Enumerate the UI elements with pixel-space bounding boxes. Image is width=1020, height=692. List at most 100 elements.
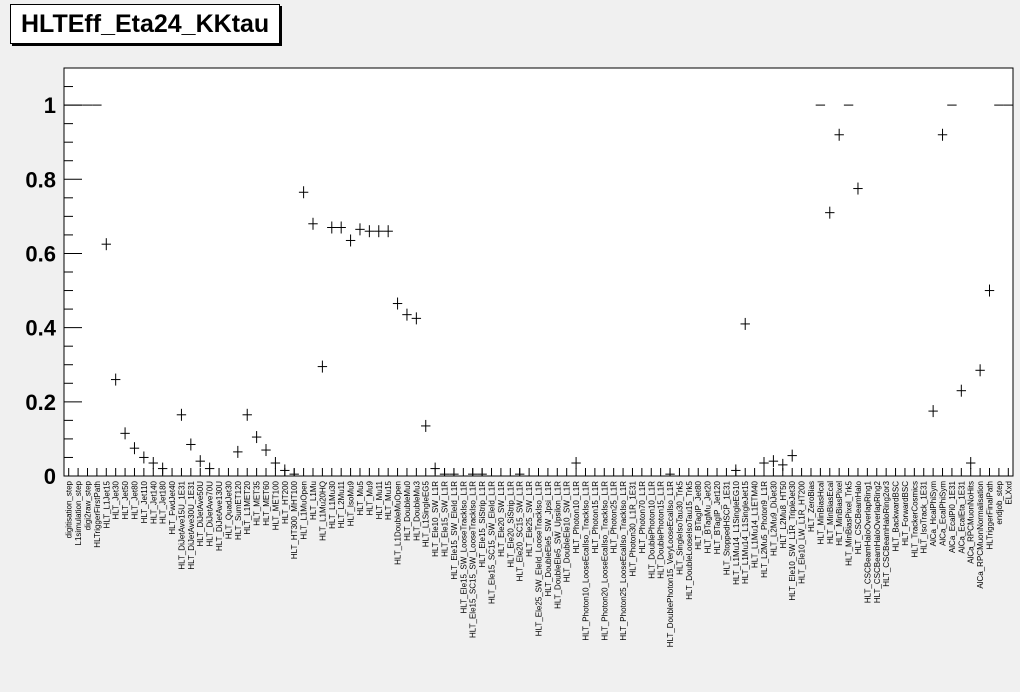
- x-tick-label: HLT_L1DoubleMuOpen: [394, 481, 403, 565]
- x-tick-label: AlCa_EcalPhiSym: [939, 481, 948, 546]
- data-point: [937, 128, 948, 141]
- data-point: [402, 308, 412, 321]
- x-tick-label: HLT_Ele20_SiStrip_L1R: [506, 481, 515, 568]
- x-axis: digitisation_step L1simulation_step digi2r…: [65, 468, 1013, 647]
- data-point: [110, 373, 121, 386]
- x-tick-label: HLT_IsoMu9: [347, 480, 356, 526]
- x-tick-label: HLT_ForwardBSC: [901, 481, 910, 546]
- data-point: [139, 451, 149, 464]
- y-tick-label: 1: [44, 93, 56, 118]
- data-point: [383, 225, 393, 238]
- x-tick-label: digitisation_step: [65, 480, 74, 538]
- y-tick-label: 0.6: [25, 241, 56, 266]
- x-tick-label: HLT_BackwardBSC: [892, 481, 901, 552]
- x-tick-label: HLT_Photon25_LooseEcalIso_TrackIso_L1R: [619, 481, 628, 641]
- x-tick-label: HLT_Mu9: [365, 480, 374, 515]
- x-tick-label: HLT_L2Mu9_DiJet30: [769, 480, 778, 556]
- x-tick-label: HLT_L1Mu: [309, 481, 318, 520]
- x-tick-label: HLT_SumET120: [234, 480, 243, 540]
- x-tick-label: HLT_Photon10_LooseEcalIso_TrackIso_L1R: [581, 481, 590, 641]
- x-tick-label: HLT_BTagIP_Jet80: [694, 480, 703, 549]
- x-tick-label: HLT_StoppedHSCP_1E31: [722, 480, 731, 575]
- x-tick-label: AlCa_EcalEta_1E31: [957, 480, 966, 553]
- x-tick-label: HLT_Ele20_SW_L1R: [497, 481, 506, 557]
- x-tick-label: HLT_Ele15_SW_LooseTrackIso_L1R: [459, 481, 468, 614]
- x-tick-label: HLT_SingleIsoTau30_Trk5: [675, 480, 684, 574]
- x-tick-label: HLT_CSCBeamHaloOverlapRing2: [873, 480, 882, 603]
- data-point: [345, 234, 356, 247]
- x-tick-label: AlCa_EcalPi0_1E31: [948, 480, 957, 553]
- data-point: [468, 468, 478, 476]
- x-tick-label: HLT_ZeroBias: [807, 481, 816, 532]
- x-tick-label: HLT_Ele10_SW_L1R_TripleJet30: [788, 480, 797, 600]
- x-tick-label: HLT_DoubleLooseIsoTau15_Trk5: [685, 480, 694, 599]
- x-tick-label: HLT_L2Mu5_Photon9_L1R: [760, 481, 769, 578]
- x-tick-label: HLT_DoubleMu0: [403, 480, 412, 540]
- x-tick-label: HLT_L1MuOpen: [300, 481, 309, 540]
- x-tick-label: HLT_Jet30: [112, 480, 121, 519]
- data-point: [355, 223, 365, 236]
- x-tick-label: HLT_Mu15: [384, 480, 393, 520]
- x-tick-label: HLT_MET100: [271, 480, 280, 530]
- x-tick-label: HLT_Ele15_SiStrip_L1R: [478, 481, 487, 568]
- data-point: [148, 457, 158, 470]
- data-point: [665, 468, 675, 476]
- data-point: [778, 458, 788, 471]
- x-tick-label: HLT_L1Mu30: [328, 480, 337, 528]
- data-point: [280, 464, 290, 476]
- x-tick-label: HLT_DoubleEle10_SW_L1R: [563, 481, 572, 582]
- x-tick-label: HLT_Ele15_SW_EleId_L1R: [450, 481, 459, 580]
- x-tick-label: HLT_Ele15_SC15_SW_LooseTrackIso_L1R: [469, 481, 478, 638]
- x-tick-label: L1simulation_step: [74, 480, 83, 545]
- data-point: [439, 468, 450, 476]
- data-point: [853, 182, 863, 195]
- x-tick-label: HLT_Ele15_SC15_SW_EleId_L1R: [488, 481, 497, 604]
- data-point: [129, 442, 140, 455]
- x-tick-label: HLT_MET60: [262, 480, 271, 525]
- data-point: [298, 186, 309, 199]
- data-point: [740, 317, 750, 330]
- data-point: [759, 457, 769, 470]
- x-tick-label: HLT_MinBiasEcal: [826, 481, 835, 544]
- x-tick-label: HLT_L1Mu14_L1ETM40: [751, 480, 760, 568]
- data-point: [186, 438, 196, 451]
- data-point: [101, 238, 111, 251]
- data-point: [374, 225, 384, 238]
- x-tick-label: HLT_MinBiasPixel_Trk5: [845, 480, 854, 565]
- x-tick-label: HLT_HT300_MHT100: [290, 480, 299, 559]
- data-point: [449, 468, 459, 476]
- x-tick-label: HLT_DiJetAve15U_1E31: [177, 480, 186, 569]
- chart-title: HLTEff_Eta24_KKtau: [10, 4, 281, 44]
- y-tick-label: 0.4: [25, 316, 56, 341]
- y-tick-label: 0.8: [25, 167, 56, 192]
- x-tick-label: HLT_Mu11: [375, 480, 384, 519]
- x-tick-label: HLT_Jet180: [159, 480, 168, 524]
- x-tick-label: HLT_BTagIP_Jet120: [713, 480, 722, 554]
- x-tick-label: HLT_DiJetAve30U_1E31: [187, 480, 196, 569]
- y-tick-label: 0: [44, 464, 56, 489]
- x-tick-label: HLT_CSCBeamHaloOverlapRing1: [863, 480, 872, 603]
- x-tick-label: endjob_step: [995, 480, 1004, 524]
- data-point: [327, 221, 337, 234]
- x-tick-label: HLT_L1SingleEG5: [422, 480, 431, 547]
- data-point: [308, 217, 318, 230]
- y-tick-label: 0.2: [25, 390, 56, 415]
- x-tick-label: HLT_TrackerCosmics: [910, 481, 919, 557]
- x-tick-label: HLT_Jet110: [140, 480, 149, 523]
- x-tick-label: HLT_DoubleEle5_SW_Upsilon_L1R: [553, 481, 562, 609]
- x-tick-label: HLT_FwdJet40: [168, 480, 177, 534]
- data-point: [768, 455, 779, 468]
- x-tick-label: HLT_Ele15_SW_L1R: [441, 481, 450, 557]
- data-point: [204, 462, 215, 475]
- data-point: [336, 221, 346, 234]
- x-tick-label: HLT_L2Mu11: [337, 480, 346, 528]
- x-tick-label: AlCa_RPCMuonNoHits: [967, 481, 976, 564]
- data-point: [242, 408, 252, 421]
- x-tick-label: ELXxd: [1004, 481, 1013, 505]
- data-point: [834, 128, 844, 141]
- x-tick-label: HLT_DoublePhoton15_VeryLooseEcalIso_L1R: [666, 481, 675, 647]
- data-point: [157, 462, 168, 475]
- data-point: [430, 462, 440, 475]
- x-tick-label: HLTriggerFirstPath: [93, 481, 102, 548]
- x-tick-label: HLT_DoublePhoton10_L1R: [647, 481, 656, 579]
